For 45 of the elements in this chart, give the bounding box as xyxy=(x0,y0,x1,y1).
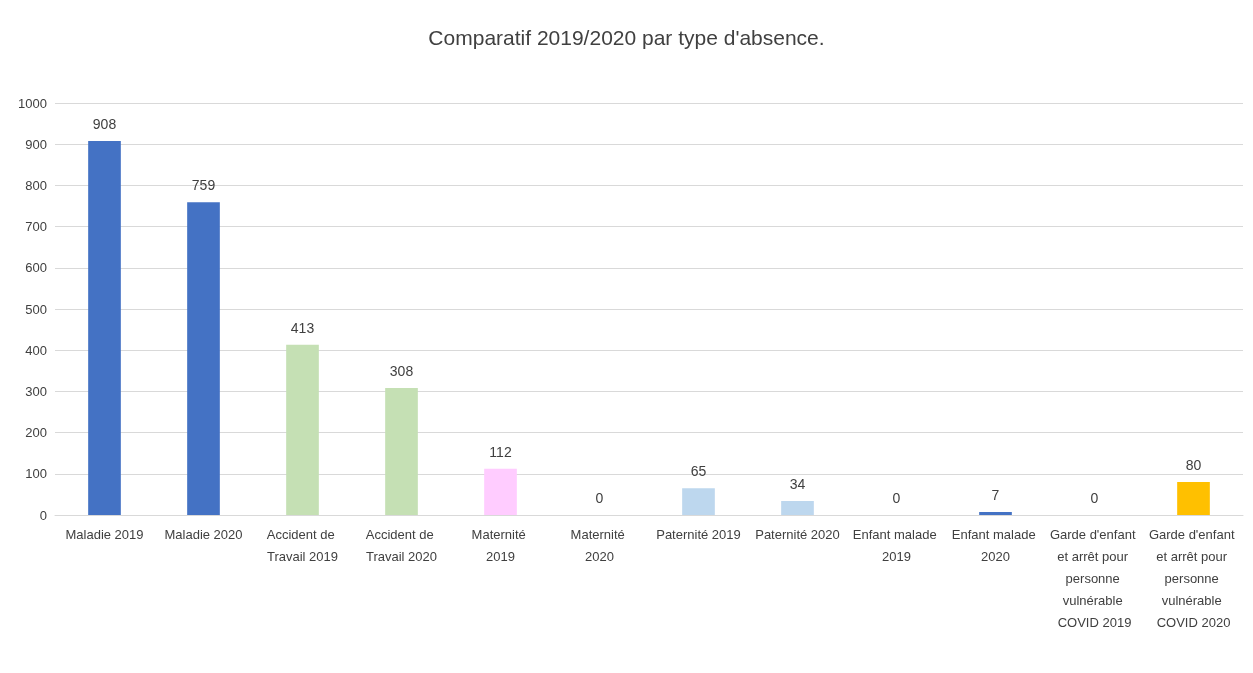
bar xyxy=(781,500,814,515)
x-tick-label: Maternité 2019 xyxy=(471,526,530,564)
data-label: 0 xyxy=(1090,490,1099,506)
bar xyxy=(187,202,220,515)
x-tick-label: Accident de Travail 2019 xyxy=(266,526,339,564)
bar xyxy=(682,488,715,515)
bar xyxy=(484,468,517,515)
x-tick-label: Enfant malade 2020 xyxy=(951,526,1040,564)
data-label: 908 xyxy=(92,115,117,132)
x-tick-label: Paternité 2019 xyxy=(656,526,741,542)
bar xyxy=(979,512,1012,515)
bar xyxy=(286,344,319,515)
data-label: 0 xyxy=(595,490,604,506)
x-tick-label: Garde d'enfant et arrêt pour personne vulnérable COVID 2019 xyxy=(1049,526,1140,630)
x-tick-label: Maternité 2020 xyxy=(570,526,629,564)
bar xyxy=(88,140,121,515)
y-tick-label: 700 xyxy=(25,219,47,235)
y-tick-label: 0 xyxy=(39,507,47,523)
y-tick-label: 300 xyxy=(25,383,47,399)
data-label: 34 xyxy=(789,475,806,492)
x-tick-label: Paternité 2020 xyxy=(755,526,840,542)
y-tick-label: 500 xyxy=(25,301,47,317)
data-label: 413 xyxy=(290,319,315,336)
x-tick-label: Accident de Travail 2020 xyxy=(365,526,438,564)
data-label: 759 xyxy=(191,177,216,194)
bar xyxy=(385,388,418,515)
data-label: 65 xyxy=(690,463,707,480)
y-tick-label: 900 xyxy=(25,136,47,152)
data-label: 112 xyxy=(489,443,512,460)
y-tick-label: 400 xyxy=(25,342,47,358)
y-tick-label: 200 xyxy=(25,425,47,441)
y-tick-label: 800 xyxy=(25,177,47,193)
bar xyxy=(1177,482,1210,515)
x-tick-label: Maladie 2019 xyxy=(65,526,144,542)
x-tick-label: Garde d'enfant et arrêt pour personne vulnérable COVID 2020 xyxy=(1148,526,1239,630)
x-tick-label: Enfant malade 2019 xyxy=(852,526,941,564)
y-tick-label: 600 xyxy=(25,260,47,276)
data-label: 308 xyxy=(389,363,414,380)
data-label: 0 xyxy=(892,490,901,506)
x-tick-label: Maladie 2020 xyxy=(164,526,243,542)
data-label: 7 xyxy=(991,487,1000,504)
y-tick-label: 100 xyxy=(25,466,47,482)
chart-title: Comparatif 2019/2020 par type d'absence. xyxy=(428,26,825,49)
data-label: 80 xyxy=(1185,457,1202,474)
y-tick-label: 1000 xyxy=(18,95,47,111)
